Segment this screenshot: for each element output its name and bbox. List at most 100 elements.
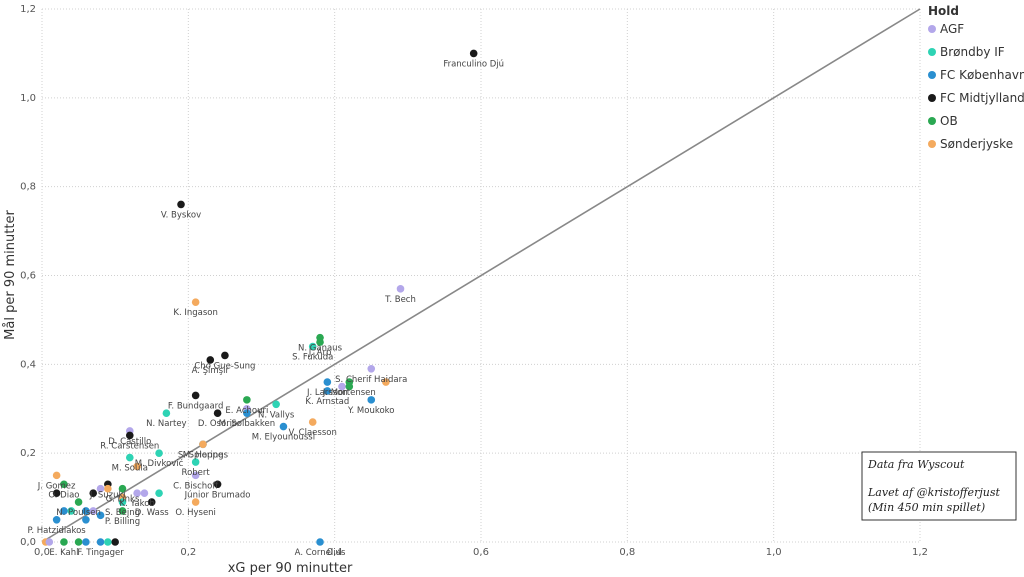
point-label: J. Arp	[308, 348, 332, 358]
point-label: K. Ingason	[173, 308, 218, 318]
point-label: Y. Moukoko	[347, 406, 394, 416]
data-point	[191, 471, 200, 480]
data-point	[323, 387, 332, 395]
data-point	[308, 418, 317, 426]
point-label: S. Spierings	[178, 450, 229, 460]
data-point	[323, 378, 332, 386]
data-point	[191, 498, 200, 506]
y-tick-label: 0,0	[20, 537, 36, 548]
data-point	[221, 351, 229, 360]
data-point	[104, 484, 112, 493]
point-label: J. Larsson	[306, 388, 348, 398]
data-point	[199, 440, 207, 449]
data-point	[469, 49, 478, 58]
legend-marker	[928, 48, 936, 56]
axes: 0,0 0,2 0,4 0,6 0,8 1,0 1,2 0,0 0,2 0,4 0,6 0,8 1,0 1…	[20, 4, 928, 558]
point-label: J. Suzuki	[89, 490, 126, 500]
reference-line	[41, 8, 921, 543]
data-point	[67, 507, 76, 515]
legend-item-label: Sønderjyske	[940, 137, 1013, 151]
point-label: J. Mortensen	[322, 388, 376, 398]
data-point	[316, 538, 324, 546]
data-point	[104, 538, 112, 546]
point-label: K. Arnstad	[305, 397, 349, 407]
data-point	[396, 285, 405, 293]
point-label: D. Castillo	[108, 437, 151, 447]
data-point	[243, 409, 251, 417]
y-tick-label: 1,2	[20, 4, 36, 15]
data-point	[126, 431, 134, 440]
data-point	[96, 511, 105, 520]
point-label: M. Sølbakken	[219, 419, 275, 429]
point-label: D. Osorio	[198, 419, 237, 429]
data-point	[111, 538, 119, 546]
data-point	[367, 396, 376, 404]
point-label: O. Diao	[48, 490, 79, 500]
point-label: O. Hyseni	[175, 508, 216, 518]
y-tick-label: 0,4	[20, 359, 36, 370]
data-point	[177, 200, 185, 209]
data-point	[52, 471, 61, 480]
data-point	[89, 489, 98, 497]
data-point	[206, 356, 215, 364]
point-label: N. Poulsen	[56, 508, 101, 518]
data-point	[82, 507, 90, 515]
point-label: N. Vallys	[258, 410, 295, 420]
data-point	[82, 515, 90, 524]
point-label: M. Divković	[135, 458, 184, 469]
point-label: V. Claesson	[289, 428, 337, 438]
data-point	[191, 391, 200, 400]
legend: Hold AGF Brøndby IF FC København FC Midtjyl…	[928, 4, 1024, 151]
annotation-line-2: Lavet af @kristofferjust	[867, 486, 1000, 499]
point-label: Franculino Djú	[443, 59, 504, 69]
data-point	[213, 480, 222, 489]
point-label: E. Kahl	[49, 548, 78, 558]
y-axis-title: Mål per 90 minutter	[3, 210, 18, 340]
data-point	[82, 538, 90, 546]
point-label: Cho Gue-Sung	[194, 361, 255, 371]
diagonal-line	[41, 8, 921, 543]
point-label: M. Soula	[112, 464, 148, 474]
point-label: D. Wass	[135, 508, 169, 518]
point-label: Júnior Brumado	[184, 490, 251, 500]
legend-item-label: OB	[940, 114, 958, 128]
data-point	[316, 338, 324, 346]
point-label: G. Links	[106, 495, 140, 505]
data-point	[272, 400, 280, 409]
x-tick-label: 0,2	[180, 547, 196, 558]
y-tick-label: 0,6	[20, 271, 36, 282]
point-label: P. Billing	[105, 517, 140, 527]
point-label: P. Hatzidiakos	[28, 526, 87, 536]
legend-item-label: FC København	[940, 68, 1024, 82]
data-point	[60, 480, 68, 489]
point-label: E. Achouri	[225, 406, 268, 416]
point-label: T. Bech	[384, 295, 416, 305]
legend-marker	[928, 25, 936, 33]
annotation-line-3: (Min 450 min spillet)	[868, 501, 985, 514]
legend-marker	[928, 94, 936, 102]
point-label: F. Bundgaard	[168, 401, 223, 411]
point-label: N. Ganaus	[298, 344, 343, 354]
data-point	[118, 498, 127, 506]
data-point	[126, 453, 134, 462]
data-point	[96, 484, 105, 493]
data-point	[147, 498, 156, 506]
point-label: Robert	[182, 468, 211, 478]
data-point	[118, 507, 127, 515]
data-point	[89, 507, 98, 515]
data-point	[133, 489, 141, 497]
data-point	[118, 484, 127, 493]
annotation-box: Data fra Wyscout Lavet af @kristofferjus…	[861, 451, 1017, 521]
y-tick-label: 0,8	[20, 182, 36, 193]
data-point	[52, 515, 61, 524]
point-label: M. Elyounoussi	[252, 433, 315, 443]
data-point	[367, 364, 376, 373]
data-point	[60, 507, 68, 515]
legend-marker	[928, 71, 936, 79]
annotation-box-frame	[861, 451, 1017, 521]
data-point	[345, 382, 354, 391]
legend-item-label: AGF	[940, 22, 964, 36]
y-tick-label: 1,0	[20, 93, 36, 104]
annotation-line-1: Data fra Wyscout	[867, 458, 965, 471]
legend-marker	[928, 117, 936, 125]
